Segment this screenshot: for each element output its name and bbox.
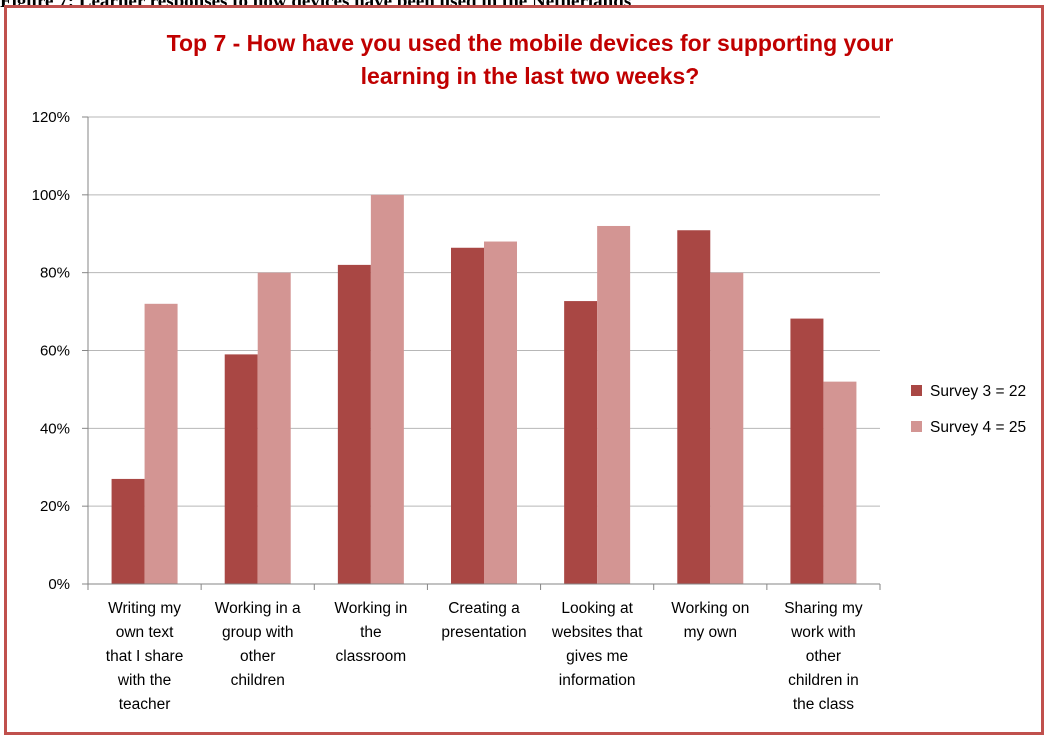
x-category-label-line: Sharing my — [784, 600, 863, 617]
y-tick-label: 60% — [40, 343, 70, 360]
bars — [111, 194, 857, 585]
chart-title: Top 7 - How have you used the mobile dev… — [167, 30, 894, 89]
x-category-label-line: children — [231, 672, 285, 689]
legend: Survey 3 = 22 Survey 4 = 25 — [911, 383, 1026, 436]
x-category-label-line: the — [360, 624, 382, 641]
x-category-label-line: children in — [788, 672, 859, 689]
x-axis-categories: Writing my own text that I share with the te… — [106, 600, 863, 713]
x-category-label-line: my own — [684, 624, 737, 641]
legend-swatch — [911, 385, 922, 396]
bar — [257, 272, 291, 584]
x-category-label-line: presentation — [441, 624, 526, 641]
x-category-label: Working in a group with other children — [215, 600, 301, 689]
x-category-label-line: information — [559, 672, 636, 689]
bar — [484, 241, 517, 585]
x-category-label-line: Writing my — [108, 600, 181, 617]
x-category-label-line: gives me — [566, 648, 628, 665]
y-tick-label: 80% — [40, 265, 70, 282]
legend-label: Survey 3 = 22 — [930, 383, 1026, 400]
x-category-label-line: Working on — [671, 600, 749, 617]
y-tick-label: 40% — [40, 420, 70, 437]
bar — [564, 301, 598, 584]
x-category-label-line: that I share — [106, 648, 184, 665]
bar — [370, 194, 404, 585]
x-category-label-line: the class — [793, 696, 854, 713]
x-category-label-line: Working in — [334, 600, 407, 617]
x-category-label-line: own text — [116, 624, 174, 641]
bar — [337, 264, 371, 584]
y-tick-label: 120% — [32, 109, 70, 126]
x-category-label-line: Creating a — [448, 600, 520, 617]
bar — [111, 478, 145, 584]
bar — [451, 247, 484, 584]
x-category-label: Working in the classroom — [334, 600, 407, 665]
x-category-label: Sharing my work with other children in the c… — [784, 600, 863, 713]
bar — [224, 354, 258, 584]
x-category-label-line: Looking at — [561, 600, 633, 617]
y-tick-label: 20% — [40, 498, 70, 515]
y-tick-label: 0% — [48, 576, 70, 593]
legend-swatch — [911, 421, 922, 432]
bar — [597, 225, 631, 584]
x-category-label-line: other — [806, 648, 841, 665]
x-category-label-line: classroom — [336, 648, 407, 665]
x-category-label: Looking at websites that gives me informati… — [551, 600, 643, 689]
x-category-label: Writing my own text that I share with the te… — [106, 600, 184, 713]
x-category-label-line: with the — [117, 672, 171, 689]
chart-title-line: learning in the last two weeks? — [361, 63, 700, 89]
bar — [144, 303, 178, 584]
chart-title-line: Top 7 - How have you used the mobile dev… — [167, 30, 894, 56]
x-category-label-line: other — [240, 648, 275, 665]
x-category-label-line: websites that — [551, 624, 643, 641]
x-category-label-line: Working in a — [215, 600, 301, 617]
x-category-label-line: teacher — [119, 696, 171, 713]
bar — [790, 318, 824, 584]
bar — [823, 381, 857, 584]
bar — [677, 230, 711, 584]
axes — [87, 117, 881, 590]
x-category-label-line: work with — [790, 624, 856, 641]
x-category-label: Creating a presentation — [441, 600, 526, 641]
bar — [710, 272, 744, 584]
y-tick-label: 100% — [32, 187, 70, 204]
x-category-label: Working on my own — [671, 600, 749, 641]
y-axis-ticks: 0% 20% 40% 60% 80% 100% 120% — [32, 109, 88, 593]
legend-label: Survey 4 = 25 — [930, 419, 1026, 436]
x-category-label-line: group with — [222, 624, 294, 641]
